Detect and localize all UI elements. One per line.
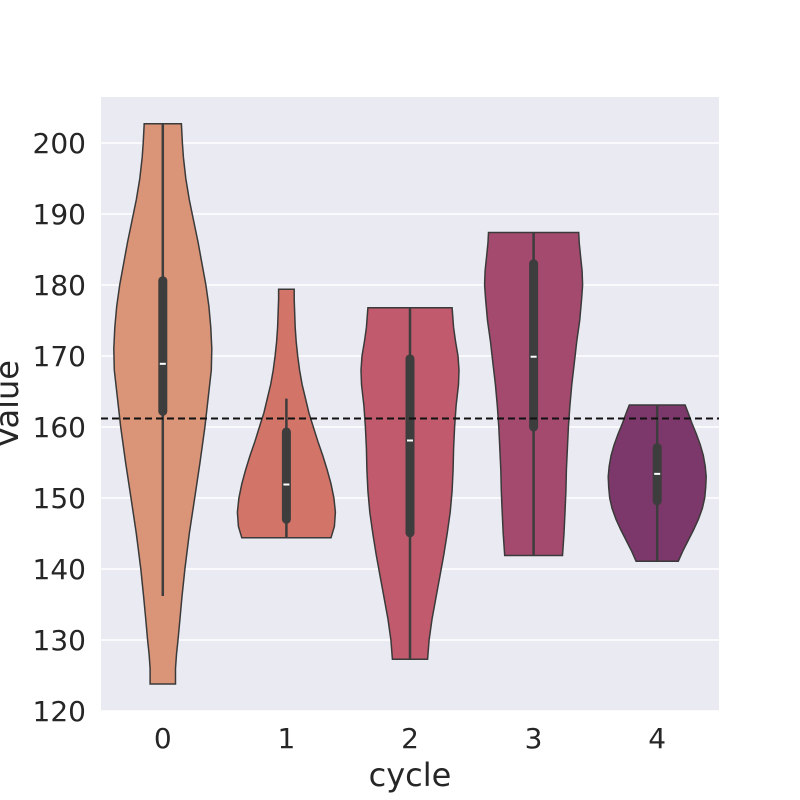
y-tick-label: 190 xyxy=(33,198,86,231)
y-tick-label: 160 xyxy=(33,411,86,444)
violins xyxy=(113,123,707,685)
y-tick-label: 170 xyxy=(33,340,86,373)
y-tick-label: 120 xyxy=(33,695,86,728)
x-tick-label: 0 xyxy=(154,722,172,755)
y-tick-label: 200 xyxy=(33,127,86,160)
y-axis-label: Value xyxy=(0,360,26,448)
x-tick-label: 2 xyxy=(401,722,419,755)
x-tick-labels: 0 1 2 3 4 xyxy=(154,722,666,755)
y-tick-label: 130 xyxy=(33,624,86,657)
x-tick-label: 3 xyxy=(525,722,543,755)
x-tick-label: 4 xyxy=(648,722,666,755)
y-tick-labels: 120 130 140 150 160 170 180 190 200 xyxy=(33,127,86,728)
x-tick-label: 1 xyxy=(277,722,295,755)
y-tick-label: 150 xyxy=(33,482,86,515)
y-tick-label: 180 xyxy=(33,269,86,302)
x-axis-label: cycle xyxy=(369,756,452,794)
y-tick-label: 140 xyxy=(33,553,86,586)
